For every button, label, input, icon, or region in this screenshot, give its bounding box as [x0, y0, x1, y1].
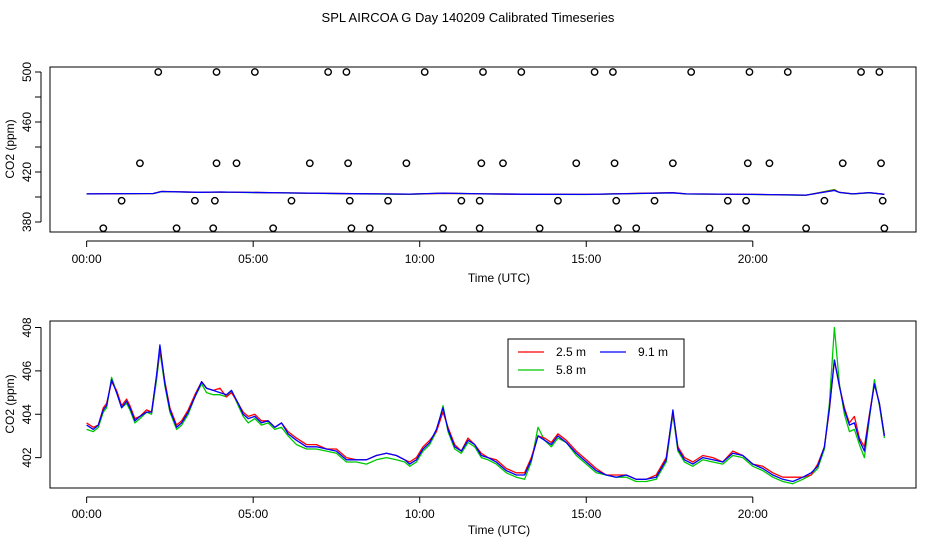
y-tick-label: 420	[20, 162, 34, 182]
calibration-point	[723, 196, 732, 205]
calibration-point	[402, 159, 411, 168]
calibration-point	[705, 224, 714, 232]
calibration-point	[172, 224, 181, 232]
y-tick-label: 380	[20, 212, 34, 232]
y-tick-label: 460	[20, 112, 34, 132]
x-axis-label: Time (UTC)	[468, 523, 530, 537]
x-tick-label: 00:00	[72, 252, 102, 266]
calibration-point	[802, 224, 810, 232]
calibration-point	[878, 196, 887, 205]
calibration-point	[347, 224, 356, 232]
x-tick-label: 15:00	[571, 252, 601, 266]
x-tick-label: 20:00	[738, 507, 768, 521]
series-line-9-1-m	[86, 189, 885, 196]
y-tick-label: 404	[20, 404, 34, 424]
calibration-point	[475, 196, 484, 205]
x-tick-label: 05:00	[238, 252, 268, 266]
calibration-point	[838, 159, 847, 168]
calibration-point	[212, 159, 221, 168]
y-tick-label: 402	[20, 447, 34, 467]
series-line-9-1-m	[86, 344, 886, 483]
y-tick-label: 500	[20, 62, 34, 82]
calibration-point	[687, 68, 696, 76]
y-axis-label: CO2 (ppm)	[3, 119, 17, 178]
calibration-point	[742, 224, 751, 232]
calibration-point	[475, 224, 484, 232]
x-tick-label: 00:00	[72, 507, 102, 521]
calibration-point	[877, 159, 885, 168]
calibration-point	[650, 196, 659, 205]
calibration-point	[345, 196, 354, 205]
calibration-point	[99, 224, 108, 232]
top-panel-calibration-scatter: 00:00 05:00 10:00 15:00 20:00 Time (UTC) 380 42…	[3, 62, 917, 285]
calibration-point	[668, 159, 677, 168]
calibration-point	[875, 68, 884, 76]
calibration-point	[613, 224, 622, 232]
calibration-point	[342, 68, 351, 76]
calibration-point	[743, 159, 752, 168]
bottom-panel-co2-timeseries: 00:00 05:00 10:00 15:00 20:00 Time (UTC) 402 40…	[3, 317, 917, 537]
calibration-point	[212, 68, 221, 76]
x-axis-label: Time (UTC)	[468, 271, 530, 285]
calibration-point	[209, 224, 218, 232]
calibration-point	[439, 224, 447, 232]
calibration-point	[612, 196, 621, 205]
y-tick-label: 406	[20, 361, 34, 381]
calibration-point	[554, 196, 562, 205]
legend-label: 9.1 m	[638, 345, 668, 359]
calibration-point	[765, 159, 774, 168]
calibration-point	[117, 196, 126, 205]
y-tick-label: 408	[20, 317, 34, 337]
calibration-point	[287, 196, 296, 205]
calibration-point	[517, 68, 526, 76]
calibration-point	[745, 68, 754, 76]
calibration-point	[479, 68, 487, 76]
x-tick-label: 05:00	[238, 507, 268, 521]
calibration-point	[136, 159, 144, 168]
calibration-point	[609, 68, 617, 76]
calibration-point	[420, 68, 429, 76]
calibration-point	[857, 68, 865, 76]
calibration-point	[820, 196, 829, 205]
series-line-5-8-m	[86, 326, 886, 485]
calibration-point	[324, 68, 333, 76]
plot-area	[86, 68, 889, 232]
calibration-point	[269, 224, 278, 232]
calibration-point	[250, 68, 259, 76]
calibration-point	[190, 196, 199, 205]
legend-label: 5.8 m	[556, 363, 586, 377]
legend-box	[507, 338, 685, 388]
calibration-point	[499, 159, 507, 168]
legend-label: 2.5 m	[556, 345, 586, 359]
legend: 2.5 m 9.1 m 5.8 m	[507, 338, 685, 388]
calibration-point	[590, 68, 599, 76]
x-tick-label: 15:00	[571, 507, 601, 521]
calibration-point	[457, 196, 466, 205]
plot-area	[86, 326, 886, 485]
calibration-point	[535, 224, 544, 232]
calibration-point	[210, 196, 219, 205]
figure-title: SPL AIRCOA G Day 140209 Calibrated Times…	[322, 10, 615, 25]
x-tick-label: 10:00	[405, 252, 435, 266]
plot-frame	[49, 66, 917, 233]
plot-frame	[49, 320, 917, 489]
calibration-point	[742, 196, 751, 205]
calibration-point	[344, 159, 353, 168]
x-tick-label: 20:00	[738, 252, 768, 266]
x-tick-label: 10:00	[405, 507, 435, 521]
calibration-point	[610, 159, 619, 168]
calibration-point	[232, 159, 241, 168]
calibration-point	[880, 224, 889, 232]
calibration-point	[305, 159, 314, 168]
calibration-point	[384, 196, 392, 205]
y-axis-label: CO2 (ppm)	[3, 374, 17, 433]
calibration-point	[154, 68, 163, 76]
calibration-point	[783, 68, 792, 76]
calibration-point	[632, 224, 641, 232]
calibration-point	[572, 159, 581, 168]
calibration-point	[365, 224, 374, 232]
series-line-2-5-m	[86, 348, 886, 480]
calibration-point	[477, 159, 486, 168]
